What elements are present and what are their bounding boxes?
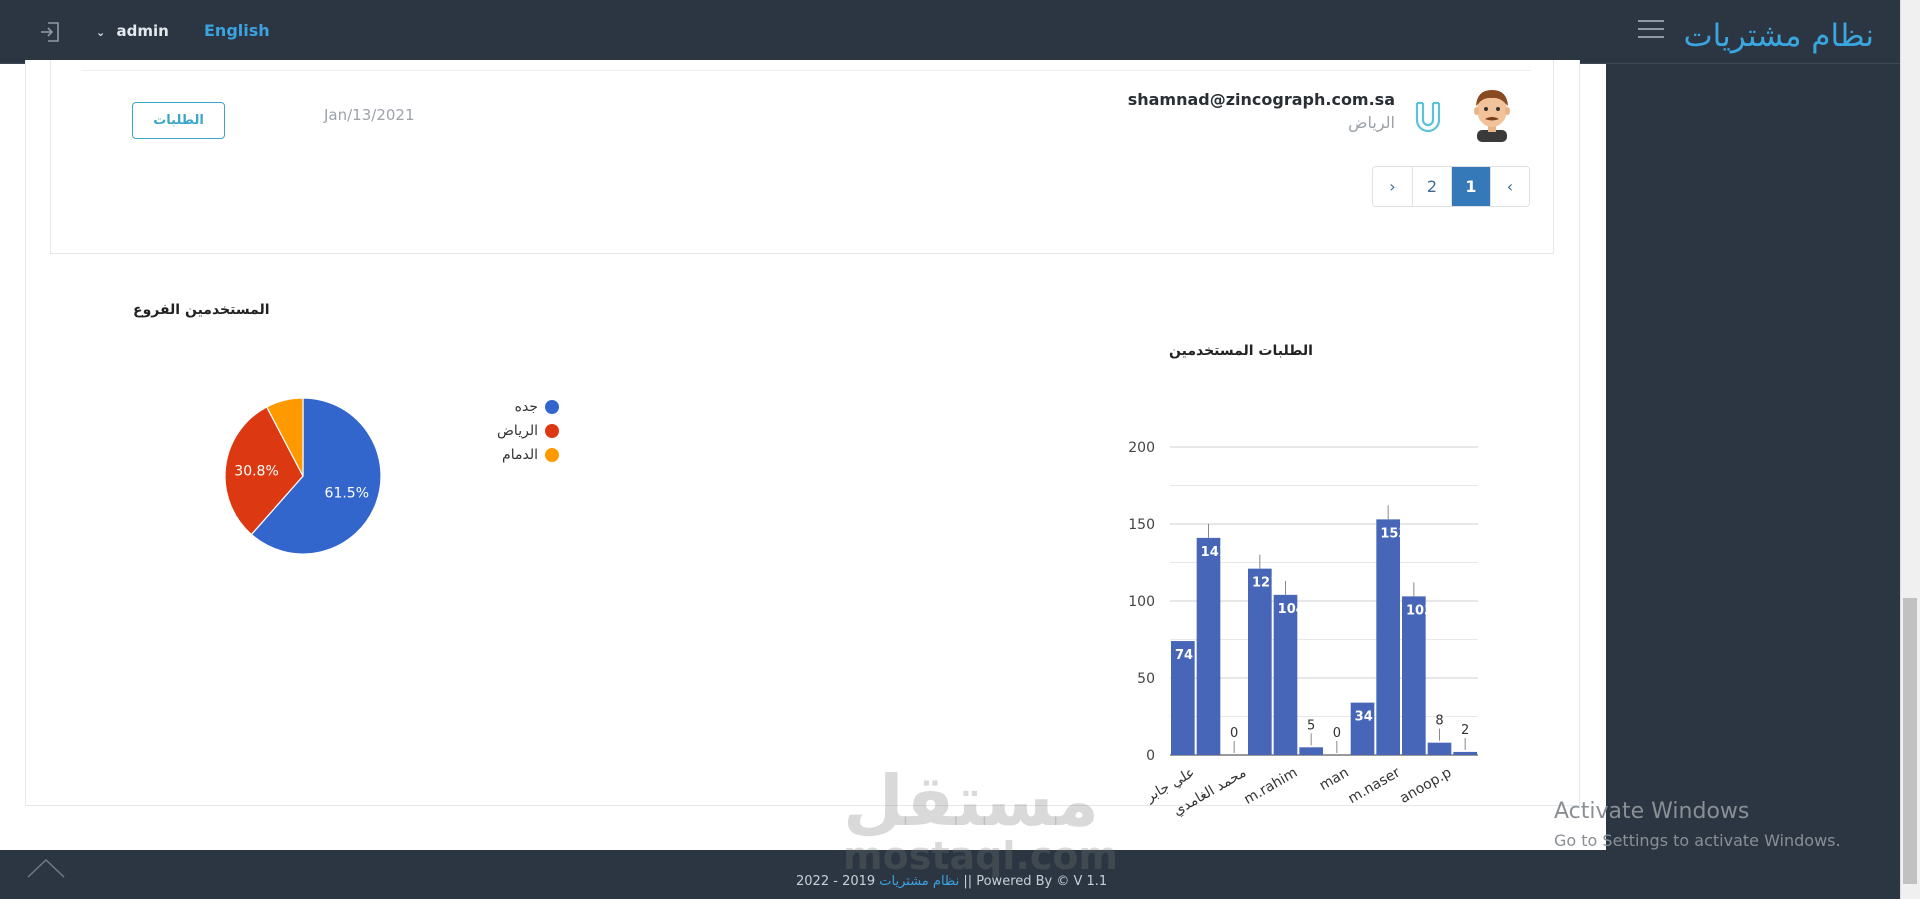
row-divider <box>81 70 1531 71</box>
legend-item[interactable]: جده <box>497 395 559 419</box>
footer-version: 2019 - 2022 || Powered By © V 1.1 <box>796 874 1108 889</box>
footer <box>0 850 1900 899</box>
sidebar <box>1606 64 1920 850</box>
pie-chart-title: المستخدمين الفروع <box>133 302 270 318</box>
pie-slice-label: 61.5% <box>325 486 369 502</box>
x-tick-label: man <box>1317 765 1352 794</box>
bar <box>1273 594 1298 755</box>
legend-swatch <box>544 424 559 438</box>
x-tick-label: m.rahim <box>1241 765 1300 808</box>
bar <box>1248 568 1272 755</box>
pie-slice <box>265 397 304 477</box>
watermark-latin: mostaql.com <box>843 834 1119 878</box>
pie-slice-label: 30.8% <box>234 463 278 479</box>
legend-label: جده <box>514 399 538 415</box>
legend-swatch <box>544 448 559 462</box>
x-tick-label: anoop.p <box>1397 765 1454 807</box>
bar <box>1299 747 1323 755</box>
bar-value-label: 153 <box>1380 526 1407 541</box>
bar-value-label: 121 <box>1252 576 1279 591</box>
bar-value-label: 74 <box>1175 648 1193 663</box>
y-tick-label: 200 <box>1128 440 1155 456</box>
bar <box>1196 537 1221 755</box>
user-email: shamnad@zincograph.com.sa <box>1127 90 1395 109</box>
y-tick-label: 0 <box>1146 748 1155 764</box>
user-city: الرياض <box>1348 113 1395 132</box>
y-tick-label: 50 <box>1137 671 1155 687</box>
bar-value-label: 34 <box>1355 710 1373 725</box>
pie-slice <box>224 406 304 536</box>
user-menu[interactable]: ⌄ admin <box>96 22 169 40</box>
legend-label: الرياض <box>497 423 538 439</box>
y-tick-label: 150 <box>1128 517 1155 533</box>
legend-swatch <box>544 400 559 414</box>
bar-value-label: 0 <box>1333 726 1341 741</box>
bar-chart: 050100150200741410121104503415310382علي … <box>1128 440 1478 819</box>
legend-item[interactable]: الدمام <box>497 443 559 467</box>
orders-button[interactable]: الطلبات <box>132 102 225 139</box>
bar-value-label: 104 <box>1278 602 1305 617</box>
pie-slice <box>250 397 382 555</box>
activate-windows-subtitle: Go to Settings to activate Windows. <box>1554 831 1841 850</box>
top-bar: ⌄ admin English نظام مشتريات <box>0 0 1920 64</box>
logout-icon[interactable] <box>38 20 62 44</box>
user-date: Jan/13/2021 <box>324 106 415 124</box>
bar-value-label: 0 <box>1230 726 1238 741</box>
bar-chart-title: الطلبات المستخدمين <box>1169 343 1313 359</box>
x-tick-label: m.naser <box>1345 764 1403 807</box>
user-avatar <box>1469 86 1515 142</box>
watermark-arabic: مستقل <box>843 760 1100 842</box>
user-name: admin <box>116 22 169 40</box>
legend-label: الدمام <box>502 447 538 463</box>
scroll-top-icon[interactable] <box>26 857 66 883</box>
bar <box>1376 519 1400 755</box>
main-content: shamnad@zincograph.com.sa الرياض Jan/13/… <box>0 60 1606 850</box>
footer-text: نظام مشتريات 2019 - 2022 || Powered By ©… <box>796 874 1107 889</box>
users-list-card: shamnad@zincograph.com.sa الرياض Jan/13/… <box>50 60 1554 254</box>
language-switch-link[interactable]: English <box>204 21 270 40</box>
pie-legend: جده الرياض الدمام <box>497 395 559 467</box>
bar <box>1453 751 1477 755</box>
chevron-down-icon: ⌄ <box>96 26 106 39</box>
activate-windows-title: Activate Windows <box>1554 799 1750 824</box>
bar-value-label: 141 <box>1201 545 1228 560</box>
bar <box>1402 596 1426 755</box>
bar-value-label: 2 <box>1461 723 1469 738</box>
menu-toggle-icon[interactable] <box>1638 20 1664 38</box>
legend-item[interactable]: الرياض <box>497 419 559 443</box>
bar <box>1350 702 1375 755</box>
bar-value-label: 5 <box>1307 718 1315 733</box>
scrollbar-thumb[interactable] <box>1903 598 1917 884</box>
bar <box>1171 641 1195 755</box>
bar-value-label: 103 <box>1406 603 1433 618</box>
pie-chart: 61.5% 30.8% <box>224 397 382 555</box>
pagination-page-1[interactable]: 1 <box>1451 167 1490 206</box>
bar-value-label: 8 <box>1435 714 1443 729</box>
pagination-next[interactable]: › <box>1373 167 1412 206</box>
magnet-icon <box>1412 100 1444 136</box>
footer-brand[interactable]: نظام مشتريات <box>879 874 960 889</box>
page-scrollbar[interactable] <box>1900 0 1920 899</box>
pagination: › 2 1 ‹ <box>1372 166 1530 207</box>
brand-title[interactable]: نظام مشتريات <box>1683 18 1874 54</box>
pagination-page-2[interactable]: 2 <box>1412 167 1451 206</box>
bar <box>1427 742 1452 755</box>
pagination-prev[interactable]: ‹ <box>1490 167 1529 206</box>
y-tick-label: 100 <box>1128 594 1155 610</box>
